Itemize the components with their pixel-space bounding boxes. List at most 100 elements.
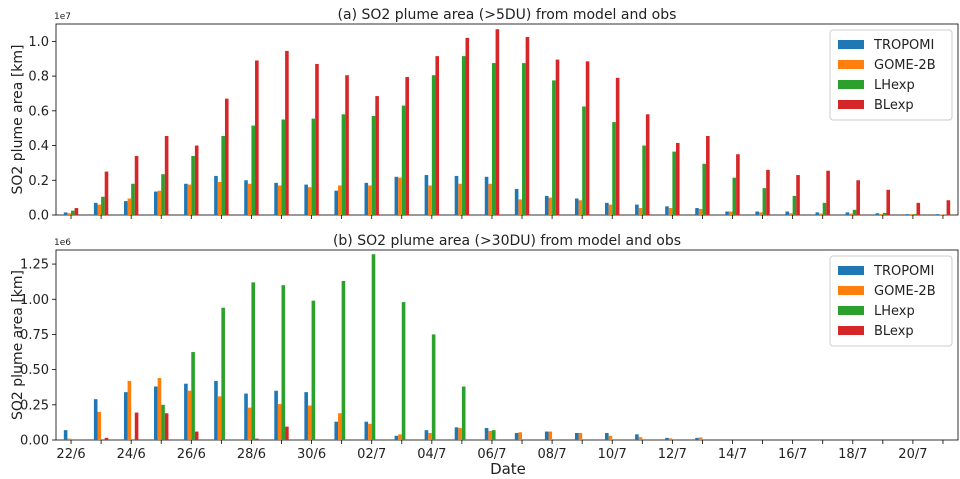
bar-lhexp [161, 174, 165, 215]
bar-tropomi [574, 198, 579, 215]
bar-tropomi [665, 206, 669, 215]
bar-blexp [194, 145, 199, 215]
legend-label: TROPOMI [873, 38, 934, 53]
bar-tropomi [484, 428, 489, 440]
y-tick-label: 0.0 [28, 209, 49, 224]
bar-lhexp [221, 136, 225, 215]
bar-gome-2b [488, 430, 492, 440]
bar-tropomi [695, 437, 699, 440]
bar-gome-2b [247, 407, 252, 440]
y-tick-label: 0.75 [20, 328, 49, 343]
bar-gome-2b [758, 212, 763, 215]
bar-tropomi [605, 202, 609, 215]
bar-gome-2b [428, 185, 432, 215]
bar-tropomi [935, 214, 940, 215]
bar-gome-2b [277, 404, 282, 440]
bar-blexp [796, 175, 800, 215]
bar-lhexp [281, 285, 286, 440]
bar-gome-2b [67, 438, 72, 440]
legend-label: LHexp [874, 304, 915, 319]
bar-lhexp [431, 334, 436, 440]
legend-swatch [838, 326, 864, 335]
bar-blexp [104, 437, 109, 440]
bar-blexp [435, 56, 440, 216]
bar-lhexp [191, 155, 195, 215]
bar-gome-2b [698, 208, 703, 215]
y-tick-label: 0.50 [20, 363, 49, 378]
legend-swatch [838, 266, 864, 275]
bar-gome-2b [608, 435, 613, 440]
panel-b: 0.00 0.25 0.50 0.75 1.00 1.25 1e6 22/6 24/6 26/6 2… [10, 233, 959, 462]
bar-gome-2b [187, 184, 192, 215]
x-tick-label: 08/7 [537, 447, 566, 462]
bar-tropomi [214, 380, 218, 440]
legend-label: TROPOMI [873, 264, 934, 279]
x-tick-label: 28/6 [237, 447, 266, 462]
bar-gome-2b [127, 198, 132, 215]
y-tick-label: 0.25 [20, 398, 49, 413]
bar-tropomi [214, 175, 218, 215]
bar-lhexp [882, 212, 887, 215]
x-tick-label: 06/7 [477, 447, 506, 462]
bar-gome-2b [578, 200, 583, 215]
bar-gome-2b [97, 204, 102, 215]
bar-tropomi [334, 421, 339, 440]
bar-blexp [134, 412, 139, 440]
x-tick-label: 12/7 [658, 447, 687, 462]
bar-tropomi [905, 214, 910, 215]
bar-gome-2b [307, 187, 312, 215]
bar-blexp [74, 208, 79, 215]
bar-blexp [946, 200, 951, 215]
bar-tropomi [454, 175, 459, 215]
bar-gome-2b [939, 214, 943, 215]
bar-tropomi [635, 434, 639, 440]
bar-gome-2b [668, 438, 673, 440]
bar-tropomi [123, 201, 128, 215]
bar-tropomi [635, 204, 639, 215]
bar-blexp [104, 171, 109, 215]
x-tick-label: 18/7 [838, 447, 867, 462]
x-tick-label: 02/7 [357, 447, 386, 462]
bar-tropomi [364, 182, 369, 215]
bar-tropomi [514, 188, 519, 215]
bar-blexp [736, 154, 740, 215]
bar-lhexp [281, 119, 286, 215]
bar-tropomi [424, 430, 429, 440]
y-tick-label: 0.8 [28, 70, 49, 85]
bar-blexp [345, 75, 349, 215]
legend-label: BLexp [874, 324, 914, 339]
bar-lhexp [491, 63, 496, 215]
bar-tropomi [875, 213, 880, 215]
bar-gome-2b [127, 380, 132, 440]
legend-label: BLexp [874, 98, 914, 113]
bar-tropomi [605, 432, 609, 440]
y-offset-label: 1e7 [54, 12, 71, 22]
bar-blexp [224, 98, 229, 215]
bar-blexp [525, 37, 530, 215]
bar-gome-2b [819, 213, 823, 215]
bar-gome-2b [277, 185, 282, 215]
x-tick-label: 16/7 [778, 447, 807, 462]
bar-lhexp [461, 56, 466, 216]
bar-gome-2b [458, 428, 462, 440]
x-tick-label: 26/6 [177, 447, 206, 462]
legend-swatch [838, 60, 864, 69]
bar-blexp [405, 76, 409, 216]
bar-gome-2b [668, 208, 673, 215]
legend-swatch [838, 306, 864, 315]
bar-tropomi [93, 202, 98, 215]
bar-lhexp [311, 300, 316, 440]
chart-title: (a) SO2 plume area (>5DU) from model and… [338, 7, 677, 23]
bar-tropomi [544, 195, 549, 215]
bar-blexp [766, 169, 770, 215]
y-tick-label: 1.0 [28, 35, 49, 50]
bar-tropomi [304, 184, 308, 215]
bar-gome-2b [548, 431, 553, 440]
legend-swatch [838, 40, 864, 49]
bar-tropomi [815, 212, 820, 215]
bar-tropomi [184, 383, 188, 440]
bar-blexp [645, 114, 650, 215]
bar-lhexp [642, 145, 646, 215]
bar-lhexp [131, 183, 135, 215]
